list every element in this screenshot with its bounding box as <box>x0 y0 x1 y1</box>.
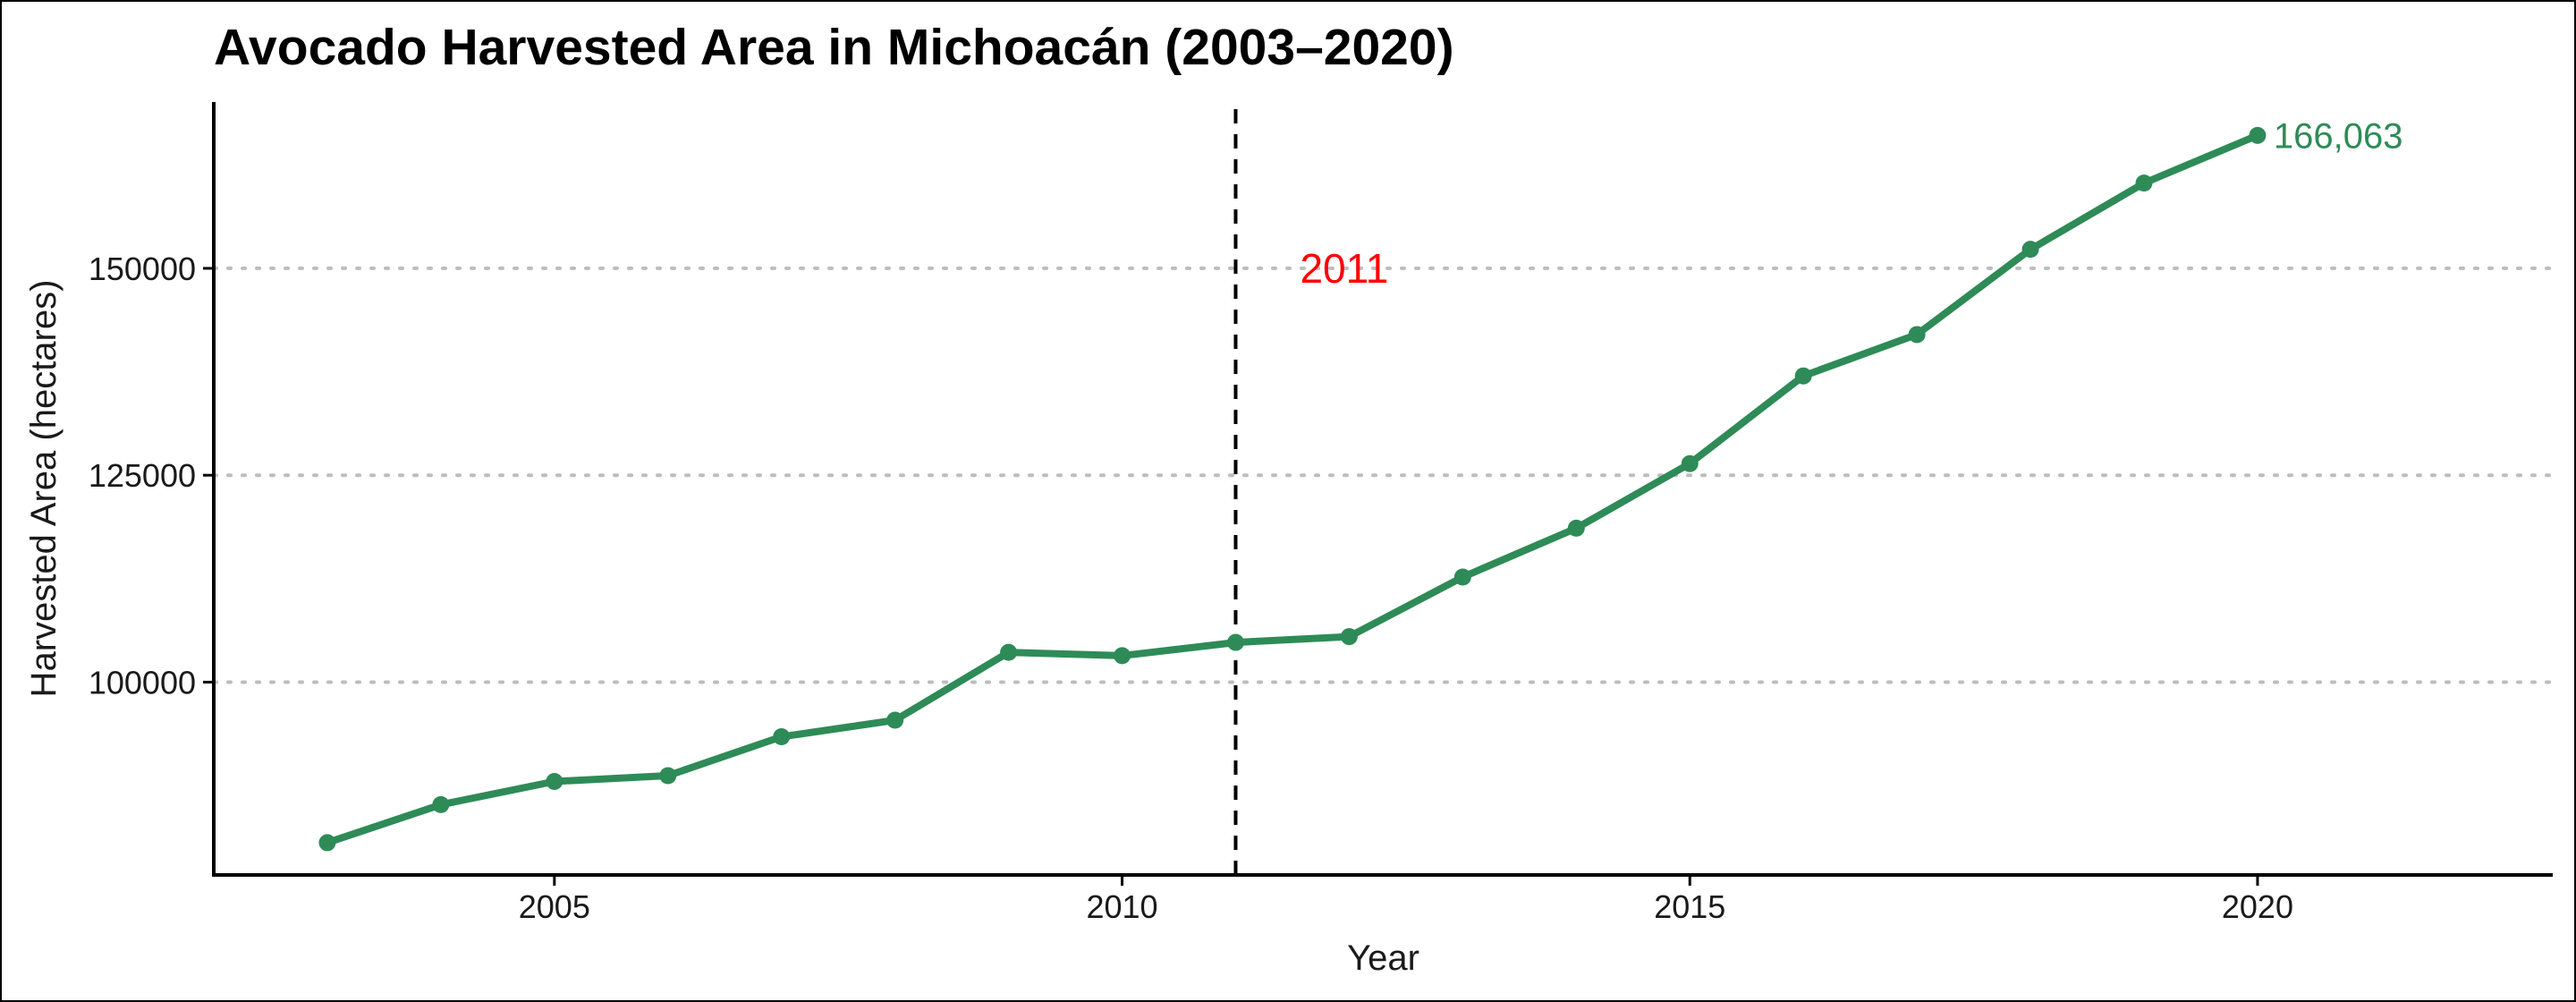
y-tick-label-100000: 100000 <box>89 664 196 701</box>
data-point-2017 <box>1908 326 1926 344</box>
data-points <box>318 126 2267 852</box>
y-tick-label-125000: 125000 <box>89 457 196 494</box>
y-axis-title: Harvested Area (hectares) <box>24 280 64 698</box>
grid-lines <box>212 266 2555 684</box>
y-tick-label-150000: 150000 <box>89 250 196 287</box>
data-point-2011 <box>1226 633 1244 651</box>
data-point-2013 <box>1453 568 1471 586</box>
data-point-2003 <box>318 834 336 852</box>
data-point-2014 <box>1567 519 1585 537</box>
data-point-2006 <box>659 767 677 785</box>
data-point-2016 <box>1794 367 1812 385</box>
reference-line-label: 2011 <box>1300 245 1388 292</box>
x-tick-label-2015: 2015 <box>1654 888 1725 925</box>
data-point-2007 <box>773 728 791 746</box>
data-point-2018 <box>2021 241 2039 259</box>
end-value-label: 166,063 <box>2274 116 2403 156</box>
data-point-2019 <box>2135 174 2153 192</box>
x-tick-label-2020: 2020 <box>2222 888 2293 925</box>
x-axis-title: Year <box>1347 938 1419 978</box>
data-point-2008 <box>886 711 904 729</box>
data-point-2012 <box>1340 628 1358 646</box>
y-axis-ticks: 100000 125000 150000 <box>89 250 214 701</box>
series-line <box>323 132 2261 846</box>
data-point-2010 <box>1114 647 1131 665</box>
data-point-2020 <box>2249 126 2267 144</box>
x-axis-ticks: 2005 2010 2015 2020 <box>519 875 2293 925</box>
chart-title: Avocado Harvested Area in Michoacán (200… <box>214 19 1454 76</box>
data-point-2015 <box>1681 454 1699 472</box>
x-tick-label-2010: 2010 <box>1086 888 1157 925</box>
x-tick-label-2005: 2005 <box>519 888 590 925</box>
data-point-2005 <box>546 772 564 790</box>
data-point-2004 <box>432 795 450 813</box>
data-point-2009 <box>1000 643 1018 661</box>
